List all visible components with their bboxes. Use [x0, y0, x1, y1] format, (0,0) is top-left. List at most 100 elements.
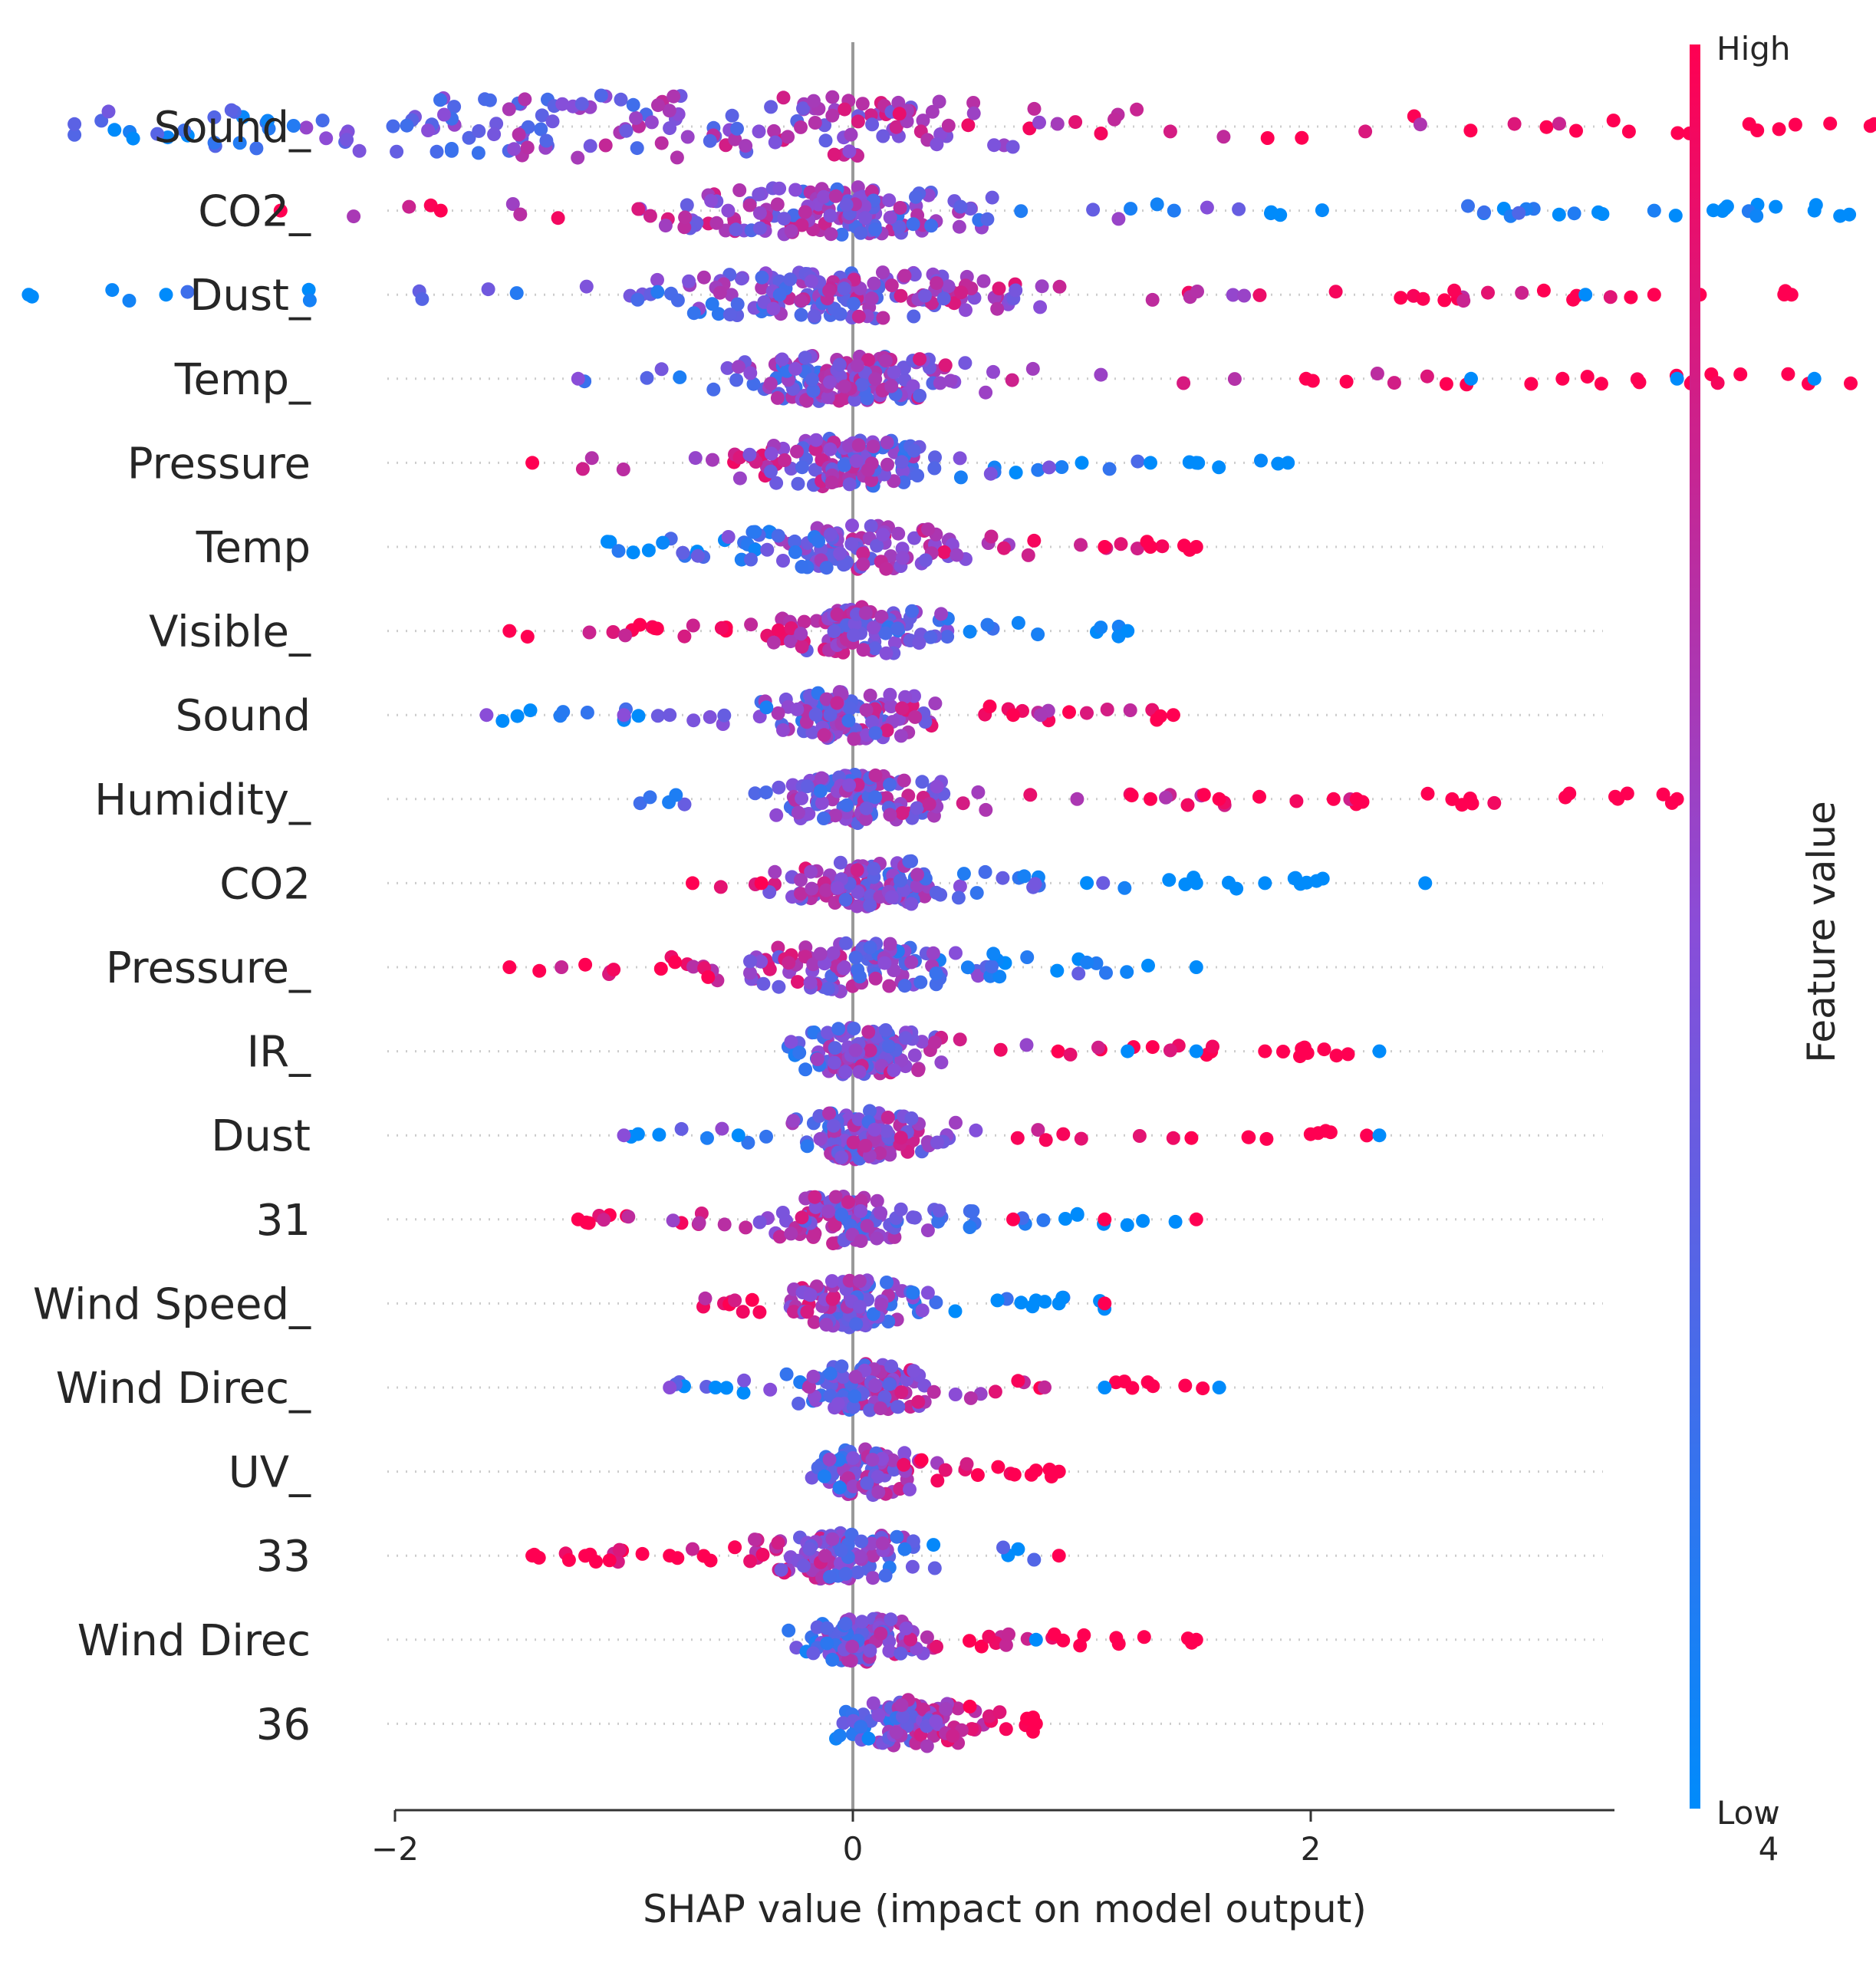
shap-point	[1456, 294, 1471, 308]
shap-point	[834, 1359, 849, 1374]
shap-point	[1206, 1039, 1219, 1054]
shap-point-outlier	[1098, 1212, 1112, 1226]
shap-point	[804, 274, 818, 288]
shap-point	[837, 961, 851, 976]
shap-point	[853, 970, 867, 984]
shap-point	[1360, 1128, 1374, 1143]
shap-point	[1420, 369, 1434, 384]
shap-point	[1591, 205, 1605, 219]
shap-point	[836, 1370, 851, 1384]
x-tick-label: 0	[843, 1830, 864, 1868]
shap-point	[798, 1062, 813, 1077]
shap-point	[868, 790, 883, 805]
shap-point	[887, 636, 902, 650]
shap-point	[982, 1629, 996, 1644]
shap-point	[880, 1111, 895, 1124]
feature-label: Pressure_	[106, 943, 311, 993]
shap-point-outlier	[1349, 792, 1364, 806]
shap-point	[868, 1378, 883, 1392]
shap-point	[1781, 367, 1795, 381]
shap-point	[879, 646, 894, 660]
shap-point	[578, 957, 593, 972]
shap-point	[509, 286, 524, 301]
shap-point	[762, 962, 777, 976]
shap-point-outlier	[731, 1128, 745, 1143]
shap-point	[755, 281, 769, 295]
shap-point	[842, 1273, 857, 1288]
shap-point	[854, 226, 868, 240]
feature-label: 33	[256, 1532, 311, 1582]
shap-point	[1226, 288, 1240, 302]
shap-point	[779, 1367, 794, 1381]
shap-point	[838, 1065, 853, 1079]
shap-point	[786, 1114, 801, 1128]
shap-point	[858, 1138, 873, 1153]
shap-point	[668, 955, 683, 970]
shap-point	[894, 1385, 909, 1400]
shap-point	[703, 133, 717, 148]
shap-point	[867, 641, 882, 656]
shap-point	[959, 1457, 974, 1471]
shap-point	[745, 1292, 759, 1307]
shap-point	[963, 1634, 976, 1648]
shap-point	[823, 1366, 838, 1381]
shap-point	[575, 462, 590, 476]
shap-point-outlier	[1029, 1632, 1043, 1647]
shap-point	[930, 1639, 943, 1654]
shap-point	[1117, 1374, 1131, 1389]
shap-point	[883, 210, 897, 225]
shap-point	[752, 187, 766, 202]
shap-point	[961, 118, 976, 133]
shap-point	[1447, 283, 1462, 298]
shap-point	[1844, 376, 1858, 390]
shap-point	[535, 108, 549, 123]
shap-point	[1023, 788, 1038, 802]
shap-point	[1580, 370, 1595, 384]
shap-point	[846, 1400, 861, 1414]
shap-point	[616, 463, 630, 476]
shap-point	[771, 1536, 785, 1550]
feature-label: Pressure	[127, 439, 311, 489]
shap-point	[1833, 209, 1848, 223]
shap-point	[830, 696, 844, 710]
shap-point	[897, 1542, 912, 1556]
shap-point	[980, 617, 995, 632]
shap-point	[804, 864, 818, 879]
shap-point	[629, 110, 643, 125]
shap-point	[911, 1394, 926, 1409]
x-tick-label: 2	[1301, 1830, 1321, 1868]
shap-point	[633, 617, 647, 632]
shap-point	[752, 124, 766, 139]
shap-point	[755, 270, 769, 285]
shap-point	[1011, 1374, 1025, 1388]
shap-point	[741, 1135, 755, 1150]
shap-point	[651, 98, 665, 113]
shap-point	[769, 476, 784, 490]
shap-point	[800, 1305, 815, 1319]
shap-point	[1718, 201, 1733, 216]
shap-point	[545, 114, 560, 129]
shap-point	[1163, 1043, 1177, 1058]
shap-point	[866, 1307, 880, 1322]
shap-point	[905, 604, 920, 618]
shap-point	[875, 1536, 890, 1551]
shap-point	[795, 218, 809, 232]
shap-point	[867, 621, 880, 635]
shap-point	[894, 1698, 909, 1713]
shap-point	[1050, 963, 1065, 978]
shap-point	[1163, 124, 1177, 139]
shap-point	[883, 937, 897, 951]
shap-point	[1477, 205, 1492, 219]
shap-point	[915, 1303, 930, 1318]
shap-point	[1289, 794, 1304, 808]
shap-point	[953, 470, 968, 485]
shap-point	[502, 102, 516, 117]
shap-point	[433, 93, 447, 107]
shap-point	[1014, 1295, 1029, 1310]
shap-point	[921, 522, 935, 537]
feature-label: Temp	[196, 523, 311, 573]
shap-point	[709, 216, 724, 230]
shap-point	[534, 122, 548, 137]
shap-point-outlier	[1326, 792, 1341, 806]
shap-point	[922, 797, 936, 812]
